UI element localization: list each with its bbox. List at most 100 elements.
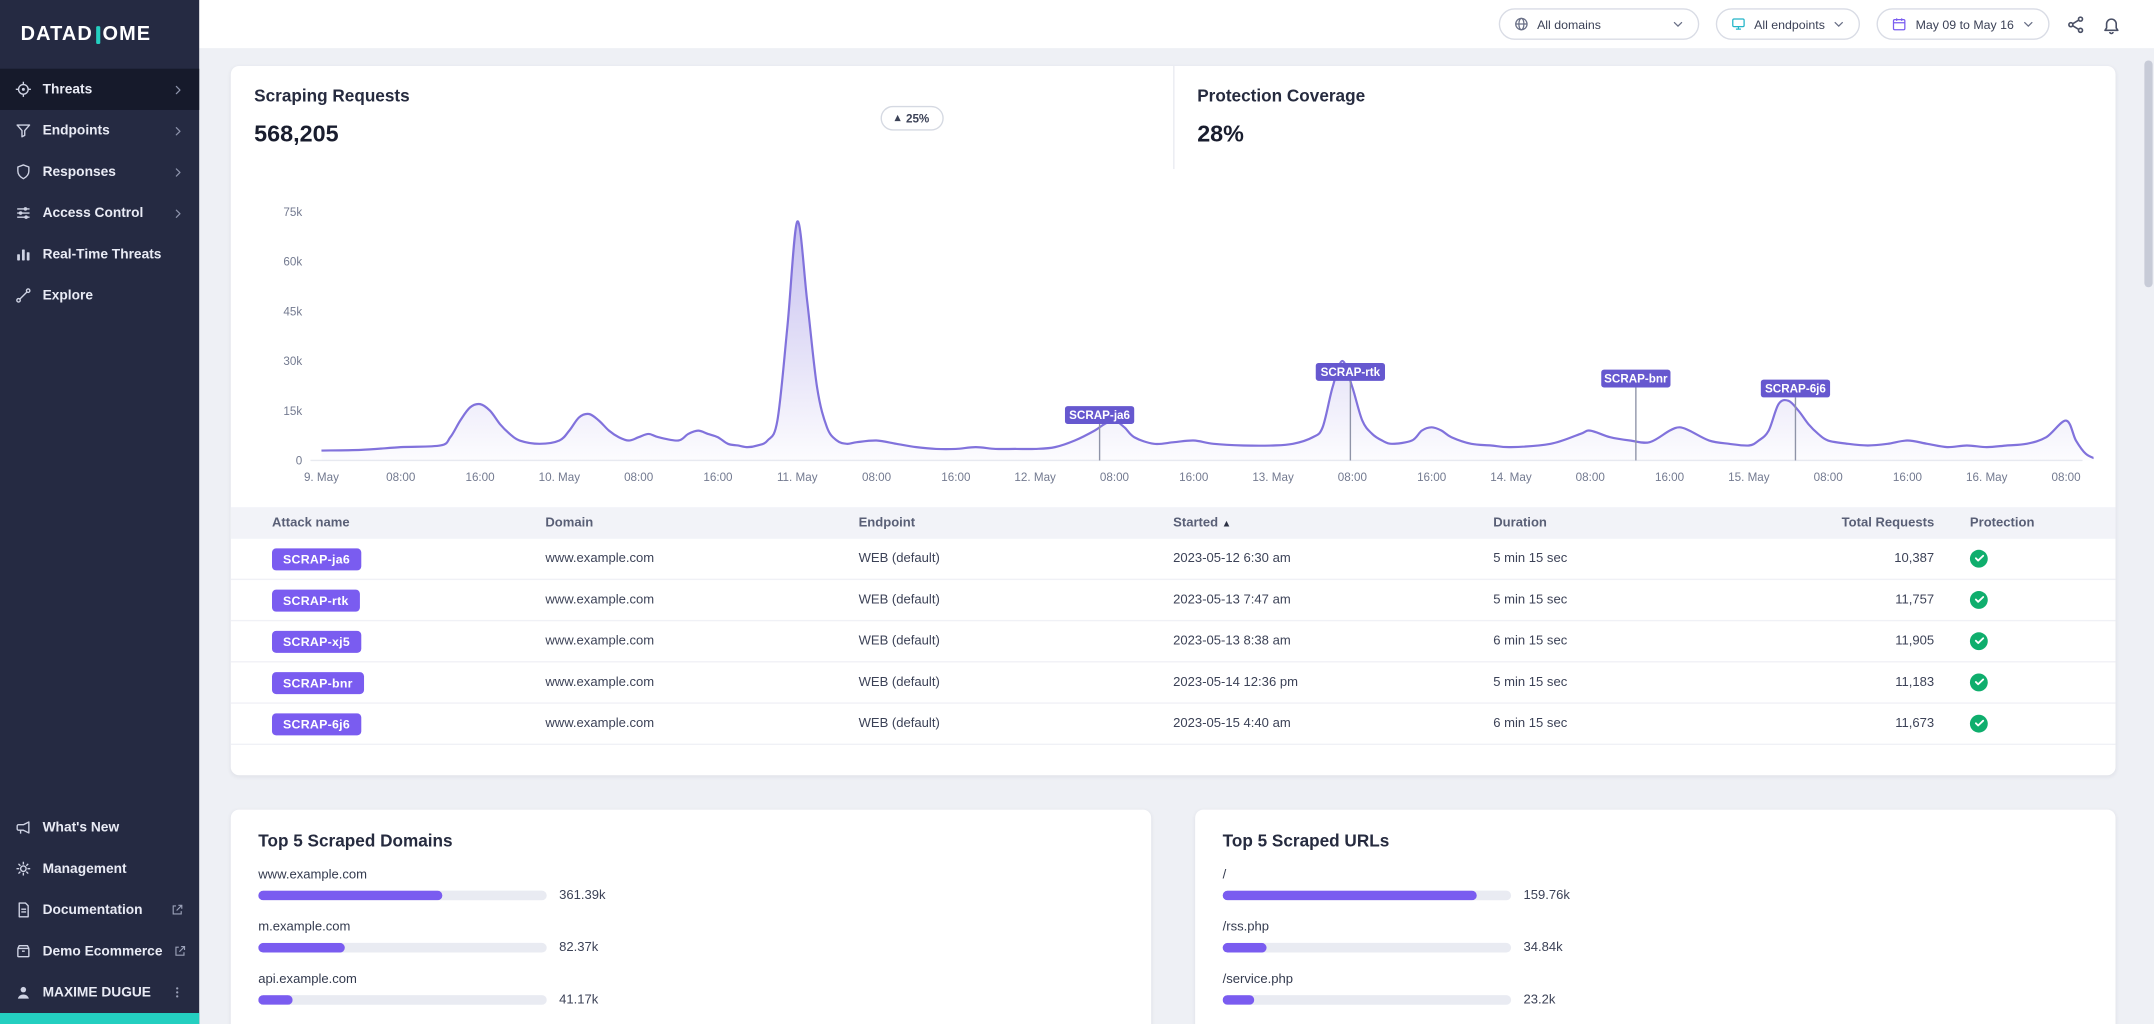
col-header-endpoint[interactable]: Endpoint xyxy=(858,515,916,531)
bar-fill xyxy=(258,995,293,1005)
sidebar-item-label: Documentation xyxy=(42,902,143,918)
chart-annotation-scrap-rtk[interactable]: SCRAP-rtk xyxy=(1315,362,1386,461)
user-icon xyxy=(15,984,31,1000)
bar-row-www-example-com[interactable]: www.example.com 361.39k xyxy=(258,867,1123,903)
chevron-down-icon xyxy=(1672,18,1684,30)
sort-asc-icon: ▲ xyxy=(1221,519,1232,530)
external-link-icon[interactable] xyxy=(173,944,187,958)
cell-started: 2023-05-13 7:47 am xyxy=(1173,592,1291,608)
cell-endpoint: WEB (default) xyxy=(858,592,940,608)
table-row[interactable]: SCRAP-xj5 www.example.com WEB (default) … xyxy=(230,621,2116,663)
attacks-table: Attack name Domain Endpoint Started ▲ Durati… xyxy=(230,507,2116,775)
cell-started: 2023-05-14 12:36 pm xyxy=(1173,674,1298,690)
sidebar-accent-bar xyxy=(0,1013,200,1024)
bar-value: 361.39k xyxy=(559,887,606,904)
bar-row-service-php[interactable]: /service.php 23.2k xyxy=(1222,972,2088,1008)
svg-text:SCRAP-bnr: SCRAP-bnr xyxy=(1604,373,1668,386)
sidebar-item-maxime-dugue[interactable]: MAXIME DUGUE xyxy=(0,972,199,1013)
table-row[interactable]: SCRAP-rtk www.example.com WEB (default) … xyxy=(230,580,2116,622)
scraping-requests-chart[interactable]: 0 15k 30k 45k 60k 75k 9. May 08:00 16:00 10. May 0… xyxy=(231,169,2116,499)
bell-icon[interactable] xyxy=(2102,14,2121,34)
chart-annotation-scrap-6j6[interactable]: SCRAP-6j6 xyxy=(1760,379,1831,461)
attack-name-badge[interactable]: SCRAP-ja6 xyxy=(271,547,362,570)
bar-track xyxy=(258,995,547,1005)
cell-total-requests: 11,905 xyxy=(1895,633,1935,649)
sidebar-item-label: Management xyxy=(42,861,127,877)
sidebar-item-documentation[interactable]: Documentation xyxy=(0,889,199,930)
col-header-attack-name[interactable]: Attack name xyxy=(271,515,350,531)
sidebar-item-management[interactable]: Management xyxy=(0,848,199,889)
svg-text:16:00: 16:00 xyxy=(941,471,971,484)
attack-name-badge[interactable]: SCRAP-rtk xyxy=(271,588,360,611)
sidebar-item-demo-ecommerce[interactable]: Demo Ecommerce xyxy=(0,931,199,972)
sidebar-item-label: Responses xyxy=(42,164,116,180)
chart-annotation-scrap-bnr[interactable]: SCRAP-bnr xyxy=(1601,369,1671,461)
scrollbar[interactable] xyxy=(2143,52,2154,1024)
col-header-total-requests[interactable]: Total Requests xyxy=(1841,515,1935,531)
target-icon xyxy=(15,81,31,97)
bar-value: 41.17k xyxy=(559,992,599,1008)
svg-text:15. May: 15. May xyxy=(1728,471,1770,484)
sidebar-item-responses[interactable]: Responses xyxy=(0,151,199,192)
gear-icon xyxy=(15,860,31,876)
bar-value: 34.84k xyxy=(1523,940,1563,956)
table-row[interactable]: SCRAP-bnr www.example.com WEB (default) … xyxy=(230,663,2116,704)
svg-text:SCRAP-ja6: SCRAP-ja6 xyxy=(1069,409,1130,422)
col-header-protection[interactable]: Protection xyxy=(1969,515,2035,531)
share-icon[interactable] xyxy=(2066,14,2085,33)
table-row[interactable]: SCRAP-6j6 www.example.com WEB (default) … xyxy=(230,704,2116,745)
attack-name-badge[interactable]: SCRAP-bnr xyxy=(271,671,364,694)
scraping-requests-value: 568,205 xyxy=(254,120,339,148)
bar-row-root[interactable]: / 159.76k xyxy=(1222,867,2088,903)
domains-filter[interactable]: All domains xyxy=(1498,8,1700,40)
chevron-right-icon xyxy=(172,83,184,95)
date-range-label: May 09 to May 16 xyxy=(1915,17,2014,31)
table-row[interactable]: SCRAP-ja6 www.example.com WEB (default) … xyxy=(230,539,2116,581)
kebab-icon[interactable] xyxy=(170,986,184,1000)
svg-text:14. May: 14. May xyxy=(1490,471,1532,484)
top-domains-list: www.example.com 361.39k m.example.com 82… xyxy=(258,867,1123,1008)
sidebar-item-label: Demo Ecommerce xyxy=(42,943,163,959)
sidebar-item-what-s-new[interactable]: What's New xyxy=(0,807,199,848)
cell-endpoint: WEB (default) xyxy=(858,674,940,690)
summary-strip: Scraping Requests 568,205 ▴ 25% Protecti… xyxy=(231,65,2116,170)
cell-duration: 5 min 15 sec xyxy=(1493,551,1568,567)
top-urls-title: Top 5 Scraped URLs xyxy=(1222,831,1390,851)
cell-duration: 5 min 15 sec xyxy=(1493,592,1568,608)
protection-coverage-title: Protection Coverage xyxy=(1197,86,1366,106)
endpoints-filter[interactable]: All endpoints xyxy=(1715,8,1861,40)
sidebar-item-access-control[interactable]: Access Control xyxy=(0,192,199,233)
sidebar-item-explore[interactable]: Explore xyxy=(0,275,199,316)
bar-row-m-example-com[interactable]: m.example.com 82.37k xyxy=(258,919,1123,955)
attack-name-badge[interactable]: SCRAP-xj5 xyxy=(271,630,362,653)
sidebar-item-label: Real-Time Threats xyxy=(42,246,162,262)
sliders-icon xyxy=(15,205,31,221)
bar-row-api-example-com[interactable]: api.example.com 41.17k xyxy=(258,972,1123,1008)
external-link-icon[interactable] xyxy=(170,903,184,917)
col-header-started[interactable]: Started ▲ xyxy=(1173,515,1232,531)
top-scraped-urls-card: Top 5 Scraped URLs / 159.76k /rss.php 34… xyxy=(1195,809,2116,1024)
sidebar-item-real-time-threats[interactable]: Real-Time Threats xyxy=(0,234,199,275)
brand-logo[interactable]: DATAD OME xyxy=(0,0,199,69)
col-header-domain[interactable]: Domain xyxy=(545,515,594,531)
sidebar-item-label: Access Control xyxy=(42,205,144,221)
bar-fill xyxy=(258,942,345,953)
globe-icon xyxy=(1514,16,1529,31)
chart-annotation-scrap-ja6[interactable]: SCRAP-ja6 xyxy=(1064,406,1135,461)
sidebar-item-endpoints[interactable]: Endpoints xyxy=(0,110,199,151)
bar-label: m.example.com xyxy=(258,919,351,935)
bar-label: /rss.php xyxy=(1222,919,1270,935)
sidebar-item-threats[interactable]: Threats xyxy=(0,68,200,110)
scraping-requests-summary: Scraping Requests 568,205 ▴ 25% xyxy=(231,65,1174,170)
cell-endpoint: WEB (default) xyxy=(858,716,940,732)
attack-name-badge[interactable]: SCRAP-6j6 xyxy=(271,712,362,735)
top-urls-list: / 159.76k /rss.php 34.84k /service.php 2… xyxy=(1222,867,2088,1008)
col-header-duration[interactable]: Duration xyxy=(1493,515,1547,531)
cell-domain: www.example.com xyxy=(545,551,655,567)
date-range-picker[interactable]: May 09 to May 16 xyxy=(1877,8,2050,40)
bar-row-rss-php[interactable]: /rss.php 34.84k xyxy=(1222,919,2088,956)
scrollbar-thumb[interactable] xyxy=(2144,60,2153,288)
trend-badge[interactable]: ▴ 25% xyxy=(881,105,944,130)
attacks-table-header: Attack name Domain Endpoint Started ▲ Durati… xyxy=(230,507,2116,539)
